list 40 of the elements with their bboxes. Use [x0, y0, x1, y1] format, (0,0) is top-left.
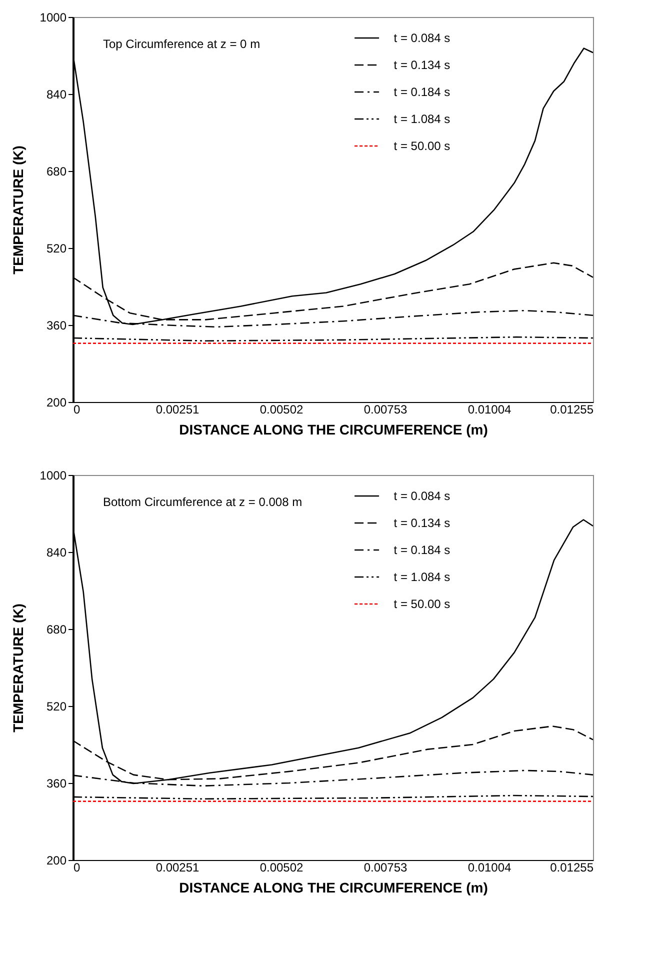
- x-axis-title: DISTANCE ALONG THE CIRCUMFERENCE (m): [179, 880, 488, 896]
- annotation: Top Circumference at z = 0 m: [103, 37, 260, 51]
- y-axis-title: TEMPERATURE (K): [10, 146, 26, 274]
- x-tick-label: 0.00251: [156, 402, 200, 416]
- legend-label: t = 0.084 s: [394, 489, 450, 503]
- y-tick-label: 1000: [40, 468, 67, 482]
- x-tick-label: 0.01255: [550, 860, 594, 874]
- x-tick-label: 0.01255: [550, 402, 594, 416]
- x-tick-label: 0.00753: [364, 860, 408, 874]
- y-tick-label: 680: [46, 622, 67, 636]
- y-tick-label: 1000: [40, 10, 67, 24]
- legend-label: t = 0.134 s: [394, 516, 450, 530]
- x-tick-label: 0: [74, 860, 80, 874]
- legend-label: t = 0.184 s: [394, 85, 450, 99]
- y-tick-label: 360: [46, 318, 67, 332]
- legend-label: t = 0.184 s: [394, 543, 450, 557]
- y-tick-label: 840: [46, 546, 67, 560]
- y-tick-label: 840: [46, 88, 67, 102]
- x-tick-label: 0.01004: [468, 402, 512, 416]
- y-axis-title: TEMPERATURE (K): [10, 604, 26, 732]
- legend-label: t = 1.084 s: [394, 112, 450, 126]
- y-tick-label: 520: [46, 700, 67, 714]
- y-tick-label: 520: [46, 242, 67, 256]
- x-tick-label: 0.00251: [156, 860, 200, 874]
- y-tick-label: 680: [46, 164, 67, 178]
- x-tick-label: 0.00502: [260, 402, 304, 416]
- legend-label: t = 50.00 s: [394, 139, 450, 153]
- x-tick-label: 0.00753: [364, 402, 408, 416]
- legend-label: t = 0.084 s: [394, 31, 450, 45]
- y-tick-label: 360: [46, 776, 67, 790]
- annotation: Bottom Circumference at z = 0.008 m: [103, 495, 302, 509]
- legend-label: t = 0.134 s: [394, 58, 450, 72]
- legend-label: t = 50.00 s: [394, 597, 450, 611]
- x-axis-title: DISTANCE ALONG THE CIRCUMFERENCE (m): [179, 422, 488, 438]
- y-tick-label: 200: [46, 396, 67, 410]
- x-tick-label: 0: [74, 402, 80, 416]
- x-tick-label: 0.01004: [468, 860, 512, 874]
- x-tick-label: 0.00502: [260, 860, 304, 874]
- y-tick-label: 200: [46, 854, 67, 868]
- legend-label: t = 1.084 s: [394, 570, 450, 584]
